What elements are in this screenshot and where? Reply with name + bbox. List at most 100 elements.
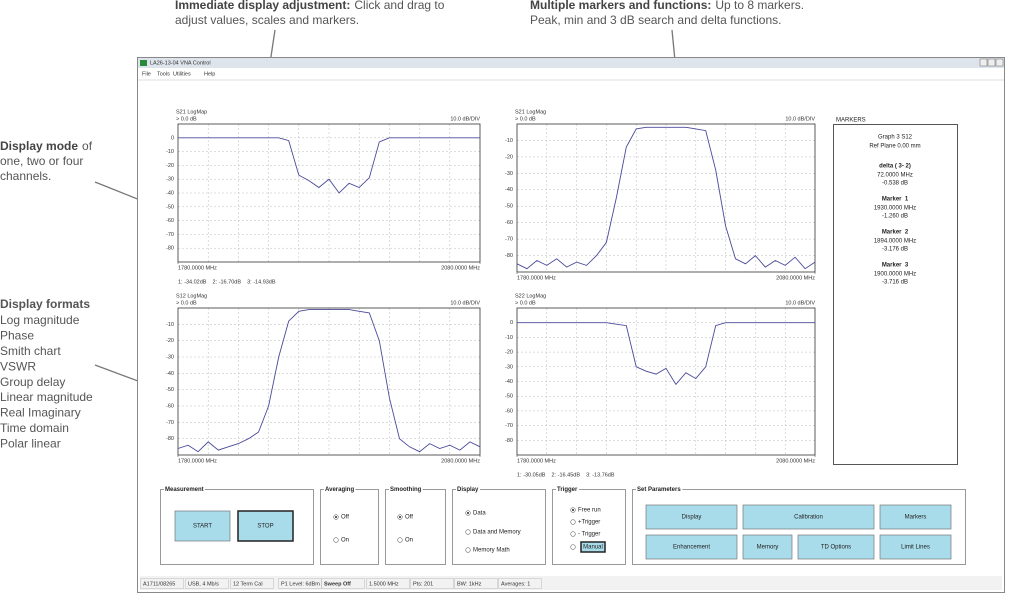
y-tick-label: -30 xyxy=(166,177,174,183)
window-title: LA26-13-04 VNA Control xyxy=(150,60,211,66)
annotation-text: channels. xyxy=(0,169,51,183)
annotation-text: Peak, min and 3 dB search and delta func… xyxy=(530,13,782,27)
marker-readout: 1: -34.02dB 2: -16.70dB 3: -14.93dB xyxy=(178,279,276,285)
status-cell xyxy=(140,578,184,589)
radio-label: Data and Memory xyxy=(473,530,521,536)
status-bar xyxy=(140,576,1002,590)
radio-button[interactable] xyxy=(570,519,576,525)
format-item: Time domain xyxy=(0,421,69,435)
stop-button-label: STOP xyxy=(257,524,273,530)
markers-graph: Graph 3 S12 xyxy=(878,135,913,141)
radio-button[interactable] xyxy=(570,531,576,537)
y-tick-label: -20 xyxy=(166,163,174,169)
y-tick-label: -40 xyxy=(505,379,513,385)
status-text: P1 Level: 6dBm xyxy=(281,581,320,587)
y-tick-label: -40 xyxy=(505,187,513,193)
x-tick-label: 2080.0000 MHz xyxy=(441,265,480,271)
parameter-button[interactable] xyxy=(879,504,952,530)
parameter-button[interactable] xyxy=(879,534,952,560)
marker-level: -3.716 dB xyxy=(882,280,908,286)
group-box xyxy=(452,489,546,565)
radio-button[interactable] xyxy=(465,547,471,553)
start-button-label: START xyxy=(193,524,212,530)
parameter-button[interactable] xyxy=(742,504,875,530)
group-title-mask xyxy=(164,487,205,494)
group-box xyxy=(160,489,314,565)
graph-reference: > 0.0 dB xyxy=(515,300,536,306)
graph: S22 LogMag> 0.0 dB 10.0 dB/DIV 0 -10 -20 -30 -… xyxy=(505,293,816,478)
annotation-text: one, two or four xyxy=(0,154,83,168)
group-box xyxy=(632,489,966,565)
marker-label: Marker 1 xyxy=(882,197,909,203)
annotation-text: adjust values, scales and markers. xyxy=(175,13,359,27)
parameter-button[interactable] xyxy=(645,534,738,560)
y-tick-label: -60 xyxy=(505,220,513,226)
status-text: USB, 4 Mb/s xyxy=(188,581,219,587)
y-tick-label: -60 xyxy=(166,218,174,224)
status-text: Pts: 201 xyxy=(413,581,433,587)
annotation-title: Display formats xyxy=(0,297,90,311)
radio-button[interactable] xyxy=(333,537,339,543)
y-tick-label: -10 xyxy=(166,149,174,155)
radio-label: - Trigger xyxy=(578,532,600,538)
status-text: BW: 1kHz xyxy=(457,581,482,587)
y-tick-label: -80 xyxy=(505,253,513,259)
y-tick-label: -50 xyxy=(166,204,174,210)
status-cell xyxy=(498,578,542,589)
x-tick-label: 2080.0000 MHz xyxy=(776,458,815,464)
radio-button[interactable] xyxy=(570,544,576,550)
status-cell xyxy=(366,578,410,589)
y-tick-label: -60 xyxy=(166,403,174,409)
y-tick-label: -40 xyxy=(166,371,174,377)
marker-level: -1.260 dB xyxy=(882,214,908,220)
marker-level: -3.176 dB xyxy=(882,247,908,253)
menu-item[interactable]: Tools xyxy=(157,71,170,77)
group-box xyxy=(552,489,626,565)
radio-button[interactable] xyxy=(465,529,471,535)
menu-item[interactable]: File xyxy=(142,71,151,77)
y-tick-label: -60 xyxy=(505,408,513,414)
radio-label: On xyxy=(341,538,349,544)
start-button[interactable] xyxy=(174,510,231,542)
annotation-title: Display mode xyxy=(0,139,78,153)
stop-button[interactable] xyxy=(237,510,294,542)
markers-box xyxy=(833,124,958,465)
radio-dot xyxy=(467,512,469,514)
graph-scale: 10.0 dB/DIV xyxy=(450,300,480,306)
format-item: Log magnitude xyxy=(0,313,80,327)
status-cell xyxy=(321,578,365,589)
radio-label: On xyxy=(405,538,413,544)
menu-item[interactable]: Help xyxy=(204,71,215,77)
close-button[interactable] xyxy=(995,58,1004,67)
y-tick-label: -10 xyxy=(505,335,513,341)
y-tick-label: -80 xyxy=(166,246,174,252)
parameter-button[interactable] xyxy=(742,534,793,560)
marker-readout: 1: -30.05dB 2: -16.45dB 3: -13.76dB xyxy=(517,472,615,478)
menu-item[interactable]: Utilities xyxy=(173,71,191,77)
parameter-button[interactable] xyxy=(645,504,738,530)
maximize-button[interactable] xyxy=(987,58,996,67)
minimize-button[interactable] xyxy=(979,58,988,67)
annotation-line: Immediate display adjustment: Click and d… xyxy=(175,0,445,12)
radio-button[interactable] xyxy=(397,537,403,543)
trace xyxy=(516,126,816,270)
status-text: 12 Term Cal xyxy=(233,581,263,587)
annotation-line: Display mode of xyxy=(0,139,93,153)
format-item: VSWR xyxy=(0,359,36,373)
graph: S12 LogMag> 0.0 dB 10.0 dB/DIV -10 -20 -30 -4… xyxy=(166,293,481,464)
content: LA26-13-04 VNA Control File Tools Utilities… xyxy=(140,60,966,589)
parameter-button[interactable] xyxy=(797,534,875,560)
marker-level: -0.538 dB xyxy=(882,181,908,187)
graph-reference: > 0.0 dB xyxy=(515,116,536,122)
plot-frame xyxy=(177,123,481,263)
y-tick-label: -30 xyxy=(166,354,174,360)
annotation-text: of xyxy=(82,139,93,153)
annotation-line: Multiple markers and functions: Up to 8 m… xyxy=(530,0,804,12)
manual-button[interactable] xyxy=(580,541,606,553)
annotations: Immediate display adjustment: Click and d… xyxy=(0,0,804,450)
y-tick-label: -50 xyxy=(166,387,174,393)
y-tick-label: -70 xyxy=(166,420,174,426)
y-tick-label: -10 xyxy=(166,322,174,328)
y-tick-label: -80 xyxy=(505,438,513,444)
markers-heading: MARKERS xyxy=(836,118,866,124)
